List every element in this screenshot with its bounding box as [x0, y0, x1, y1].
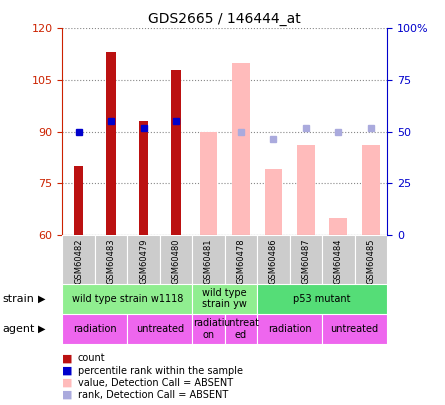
Bar [355, 235, 387, 284]
Text: GSM60486: GSM60486 [269, 239, 278, 284]
Bar [257, 314, 322, 344]
Bar [225, 235, 257, 284]
Bar [329, 218, 348, 235]
Bar [95, 235, 127, 284]
Text: GSM60483: GSM60483 [106, 239, 116, 284]
Text: GSM60482: GSM60482 [74, 239, 83, 284]
Text: strain: strain [2, 294, 34, 304]
Text: GSM60485: GSM60485 [366, 239, 376, 284]
Text: untreat
ed: untreat ed [223, 318, 259, 340]
Text: agent: agent [2, 324, 35, 334]
Text: wild type
strain yw: wild type strain yw [202, 288, 247, 309]
Bar [106, 53, 116, 235]
Bar [138, 122, 149, 235]
Bar [192, 314, 225, 344]
Text: GSM60484: GSM60484 [334, 239, 343, 284]
Text: GSM60479: GSM60479 [139, 239, 148, 284]
Text: wild type strain w1118: wild type strain w1118 [72, 294, 183, 304]
Text: ■: ■ [62, 354, 73, 363]
Text: radiation: radiation [268, 324, 312, 334]
Text: ■: ■ [62, 390, 73, 400]
Bar [62, 235, 95, 284]
Text: radiati
on: radiati on [193, 318, 224, 340]
Bar [62, 284, 192, 314]
Text: ▶: ▶ [38, 294, 45, 304]
Bar [127, 314, 192, 344]
Text: count: count [78, 354, 105, 363]
Text: GSM60481: GSM60481 [204, 239, 213, 284]
Text: untreated: untreated [331, 324, 379, 334]
Bar [73, 166, 84, 235]
Text: value, Detection Call = ABSENT: value, Detection Call = ABSENT [78, 378, 233, 388]
Text: ■: ■ [62, 366, 73, 375]
Text: GSM60478: GSM60478 [236, 239, 246, 284]
Text: ▶: ▶ [38, 324, 45, 334]
Title: GDS2665 / 146444_at: GDS2665 / 146444_at [148, 12, 301, 26]
Text: untreated: untreated [136, 324, 184, 334]
Bar [192, 235, 225, 284]
Text: p53 mutant: p53 mutant [293, 294, 351, 304]
Bar [62, 314, 127, 344]
Text: GSM60487: GSM60487 [301, 239, 311, 284]
Bar [362, 145, 380, 235]
Bar [322, 314, 387, 344]
Text: radiation: radiation [73, 324, 117, 334]
Text: ■: ■ [62, 378, 73, 388]
Bar [290, 235, 322, 284]
Bar [257, 284, 387, 314]
Text: percentile rank within the sample: percentile rank within the sample [78, 366, 243, 375]
Bar [199, 132, 218, 235]
Bar [192, 284, 257, 314]
Bar [297, 145, 315, 235]
Bar [171, 70, 181, 235]
Text: rank, Detection Call = ABSENT: rank, Detection Call = ABSENT [78, 390, 228, 400]
Bar [322, 235, 355, 284]
Bar [257, 235, 290, 284]
Bar [160, 235, 192, 284]
Bar [264, 170, 283, 235]
Text: GSM60480: GSM60480 [171, 239, 181, 284]
Bar [232, 63, 250, 235]
Bar [127, 235, 160, 284]
Bar [225, 314, 257, 344]
